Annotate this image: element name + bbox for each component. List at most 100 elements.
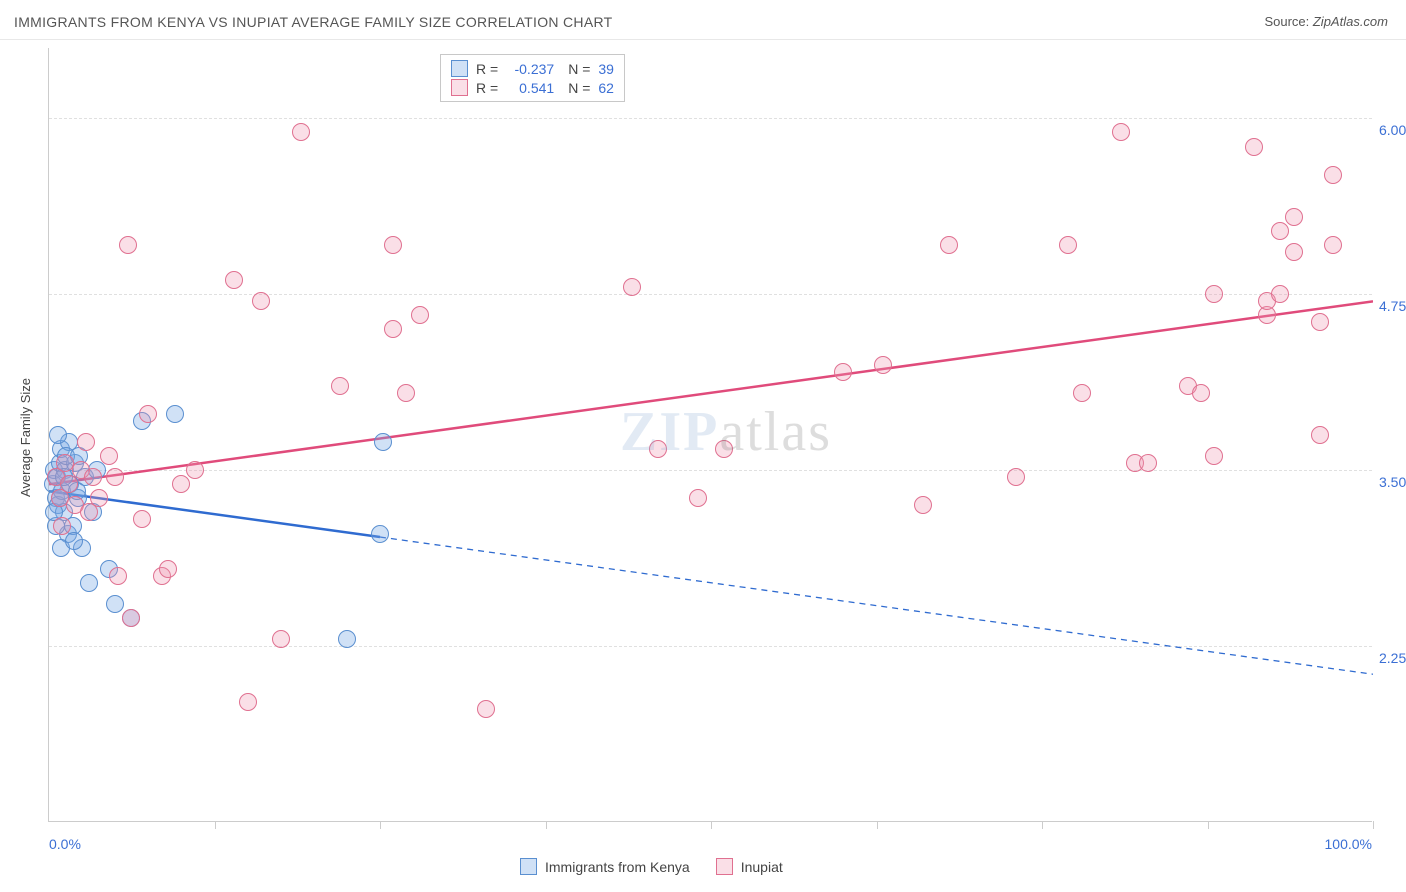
legend-swatch	[716, 858, 733, 875]
data-point	[252, 292, 270, 310]
legend-label: Immigrants from Kenya	[545, 859, 690, 875]
data-point	[649, 440, 667, 458]
data-point	[477, 700, 495, 718]
legend-swatch	[520, 858, 537, 875]
data-point	[77, 433, 95, 451]
data-point	[225, 271, 243, 289]
x-tick	[215, 821, 216, 829]
n-value: 62	[598, 80, 614, 96]
legend-swatch	[451, 79, 468, 96]
data-point	[411, 306, 429, 324]
gridline-h	[49, 646, 1372, 647]
legend-swatch	[451, 60, 468, 77]
data-point	[122, 609, 140, 627]
data-point	[106, 595, 124, 613]
data-point	[1324, 166, 1342, 184]
chart-title: IMMIGRANTS FROM KENYA VS INUPIAT AVERAGE…	[14, 14, 612, 30]
data-point	[1271, 285, 1289, 303]
data-point	[384, 320, 402, 338]
x-tick	[1208, 821, 1209, 829]
data-point	[1073, 384, 1091, 402]
data-point	[689, 489, 707, 507]
data-point	[1205, 447, 1223, 465]
stats-row: R = 0.541 N = 62	[451, 78, 614, 97]
data-point	[172, 475, 190, 493]
data-point	[1192, 384, 1210, 402]
x-tick	[1042, 821, 1043, 829]
data-point	[49, 426, 67, 444]
data-point	[109, 567, 127, 585]
data-point	[1271, 222, 1289, 240]
data-point	[384, 236, 402, 254]
plot-area: 2.253.504.756.000.0%100.0%	[48, 48, 1372, 822]
data-point	[338, 630, 356, 648]
regression-line-dashed	[380, 537, 1373, 674]
source-attribution: Source: ZipAtlas.com	[1264, 14, 1388, 29]
y-axis-title: Average Family Size	[18, 378, 33, 497]
data-point	[1245, 138, 1263, 156]
data-point	[623, 278, 641, 296]
x-tick	[1373, 821, 1374, 829]
data-point	[65, 532, 83, 550]
data-point	[186, 461, 204, 479]
data-point	[80, 574, 98, 592]
x-axis-label: 0.0%	[49, 836, 81, 852]
data-point	[1139, 454, 1157, 472]
data-point	[1311, 426, 1329, 444]
data-point	[1007, 468, 1025, 486]
regression-line-solid	[49, 301, 1373, 484]
legend-label: Inupiat	[741, 859, 783, 875]
data-point	[60, 475, 78, 493]
data-point	[159, 560, 177, 578]
data-point	[371, 525, 389, 543]
gridline-h	[49, 294, 1372, 295]
x-tick	[546, 821, 547, 829]
source-label: Source:	[1264, 14, 1312, 29]
data-point	[1059, 236, 1077, 254]
r-value: 0.541	[506, 80, 554, 96]
stats-row: R = -0.237 N = 39	[451, 59, 614, 78]
data-point	[397, 384, 415, 402]
n-value: 39	[598, 61, 614, 77]
data-point	[715, 440, 733, 458]
y-tick-label: 3.50	[1379, 474, 1406, 490]
data-point	[119, 236, 137, 254]
stats-legend-box: R = -0.237 N = 39 R = 0.541 N = 62	[440, 54, 625, 102]
data-point	[834, 363, 852, 381]
legend-item: Inupiat	[716, 858, 783, 875]
x-tick	[380, 821, 381, 829]
data-point	[139, 405, 157, 423]
data-point	[133, 510, 151, 528]
data-point	[940, 236, 958, 254]
data-point	[84, 468, 102, 486]
data-point	[239, 693, 257, 711]
data-point	[100, 447, 118, 465]
n-label: N =	[568, 80, 590, 96]
y-tick-label: 2.25	[1379, 650, 1406, 666]
data-point	[53, 517, 71, 535]
data-point	[1324, 236, 1342, 254]
r-label: R =	[476, 80, 498, 96]
source-name: ZipAtlas.com	[1313, 14, 1388, 29]
data-point	[272, 630, 290, 648]
data-point	[1112, 123, 1130, 141]
data-point	[331, 377, 349, 395]
r-value: -0.237	[506, 61, 554, 77]
y-tick-label: 6.00	[1379, 122, 1406, 138]
data-point	[1205, 285, 1223, 303]
data-point	[914, 496, 932, 514]
data-point	[292, 123, 310, 141]
data-point	[80, 503, 98, 521]
legend-item: Immigrants from Kenya	[520, 858, 690, 875]
data-point	[1285, 208, 1303, 226]
bottom-legend: Immigrants from Kenya Inupiat	[520, 858, 783, 875]
data-point	[1285, 243, 1303, 261]
x-tick	[877, 821, 878, 829]
n-label: N =	[568, 61, 590, 77]
gridline-h	[49, 118, 1372, 119]
data-point	[874, 356, 892, 374]
data-point	[166, 405, 184, 423]
gridline-h	[49, 470, 1372, 471]
y-tick-label: 4.75	[1379, 298, 1406, 314]
r-label: R =	[476, 61, 498, 77]
